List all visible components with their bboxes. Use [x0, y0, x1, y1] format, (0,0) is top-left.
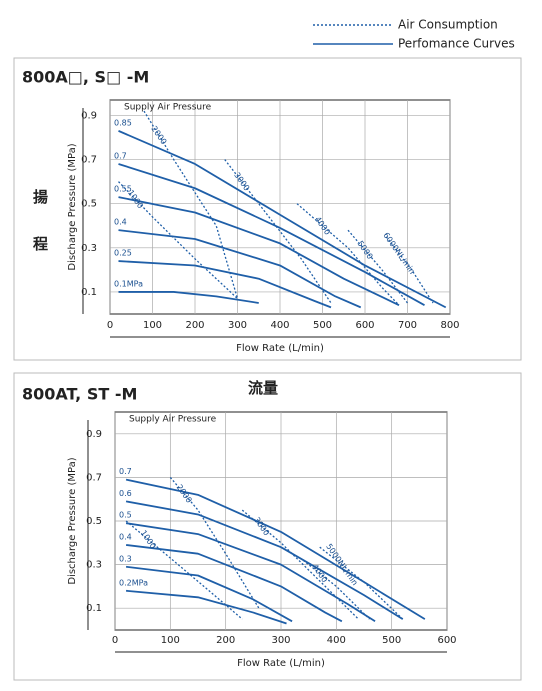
x-tick-label: 500	[313, 320, 332, 331]
x-tick-label: 100	[143, 320, 162, 331]
curve	[385, 236, 434, 304]
curve	[118, 181, 238, 300]
x-tick-label: 500	[382, 635, 401, 646]
side-label: 揚	[33, 188, 48, 206]
curve	[302, 559, 370, 620]
curve	[125, 565, 293, 623]
curve	[347, 229, 409, 304]
y-tick-label: 0.1	[81, 287, 97, 298]
curve	[125, 500, 404, 620]
chart-title: 800AT, ST -M	[22, 385, 137, 404]
curve	[125, 522, 376, 623]
curve	[118, 196, 400, 306]
side-label: 程	[33, 235, 48, 253]
curve-label: 0.85	[114, 118, 132, 127]
curve	[319, 546, 404, 620]
x-tick-label: 0	[107, 320, 113, 331]
x-tick-label: 200	[216, 635, 235, 646]
x-tick-label: 600	[437, 635, 456, 646]
chart-title: 800A□, S□ -M	[22, 68, 149, 87]
curve-label: 0.1MPa	[114, 279, 143, 288]
x-tick-label: 400	[327, 635, 346, 646]
x-tick-label: 100	[161, 635, 180, 646]
curve	[118, 163, 425, 306]
side-label: 流量	[248, 379, 278, 397]
y-tick-label: 0.7	[86, 472, 102, 483]
curve-label: 0.5	[119, 511, 132, 520]
label-bg	[240, 376, 300, 402]
x-tick-label: 200	[185, 320, 204, 331]
annotation: Supply Air Pressure	[129, 415, 217, 425]
curve	[125, 589, 287, 625]
chart-frame	[13, 57, 522, 361]
x-tick-label: 300	[228, 320, 247, 331]
chart-frame	[13, 372, 522, 681]
y-tick-label: 0.3	[81, 243, 97, 254]
curve-label: 0.6	[119, 489, 132, 498]
y-tick-label: 0.9	[81, 110, 97, 121]
curve	[169, 476, 260, 609]
curve	[143, 110, 239, 299]
curve	[118, 260, 332, 309]
curve	[125, 544, 343, 623]
y-tick-label: 0.1	[86, 603, 102, 614]
curve-label: 0.7	[119, 467, 132, 476]
x-axis-title: Flow Rate (L/min)	[237, 658, 325, 669]
x-tick-label: 300	[271, 635, 290, 646]
y-axis-title: Discharge Pressure (MPa)	[67, 457, 78, 584]
curve-label: 0.4	[119, 532, 132, 541]
legend-label: Air Consumption	[398, 18, 498, 32]
curve	[125, 478, 426, 620]
curve-label: 0.55	[114, 185, 132, 194]
y-tick-label: 0.5	[86, 516, 102, 527]
curve-label: 0.3	[119, 554, 132, 563]
curve-label: 0.25	[114, 249, 132, 258]
x-axis-title: Flow Rate (L/min)	[236, 343, 324, 354]
x-tick-label: 700	[398, 320, 417, 331]
curve	[125, 520, 243, 620]
y-tick-label: 0.7	[81, 155, 97, 166]
x-tick-label: 600	[355, 320, 374, 331]
y-axis-title: Discharge Pressure (MPa)	[67, 143, 78, 270]
y-tick-label: 0.9	[86, 429, 102, 440]
curve-label: 0.7	[114, 151, 127, 160]
curve-label: 0.4	[114, 218, 127, 227]
x-tick-label: 0	[112, 635, 118, 646]
x-tick-label: 400	[270, 320, 289, 331]
x-tick-label: 800	[440, 320, 459, 331]
curve	[118, 229, 362, 309]
annotation: Supply Air Pressure	[124, 103, 212, 113]
curve	[296, 203, 400, 306]
curve	[241, 509, 359, 620]
y-tick-label: 0.3	[86, 560, 102, 571]
y-tick-label: 0.5	[81, 199, 97, 210]
curve	[118, 291, 259, 304]
legend-label: Perfomance Curves	[398, 37, 515, 51]
curve-label: 0.2MPa	[119, 578, 148, 587]
